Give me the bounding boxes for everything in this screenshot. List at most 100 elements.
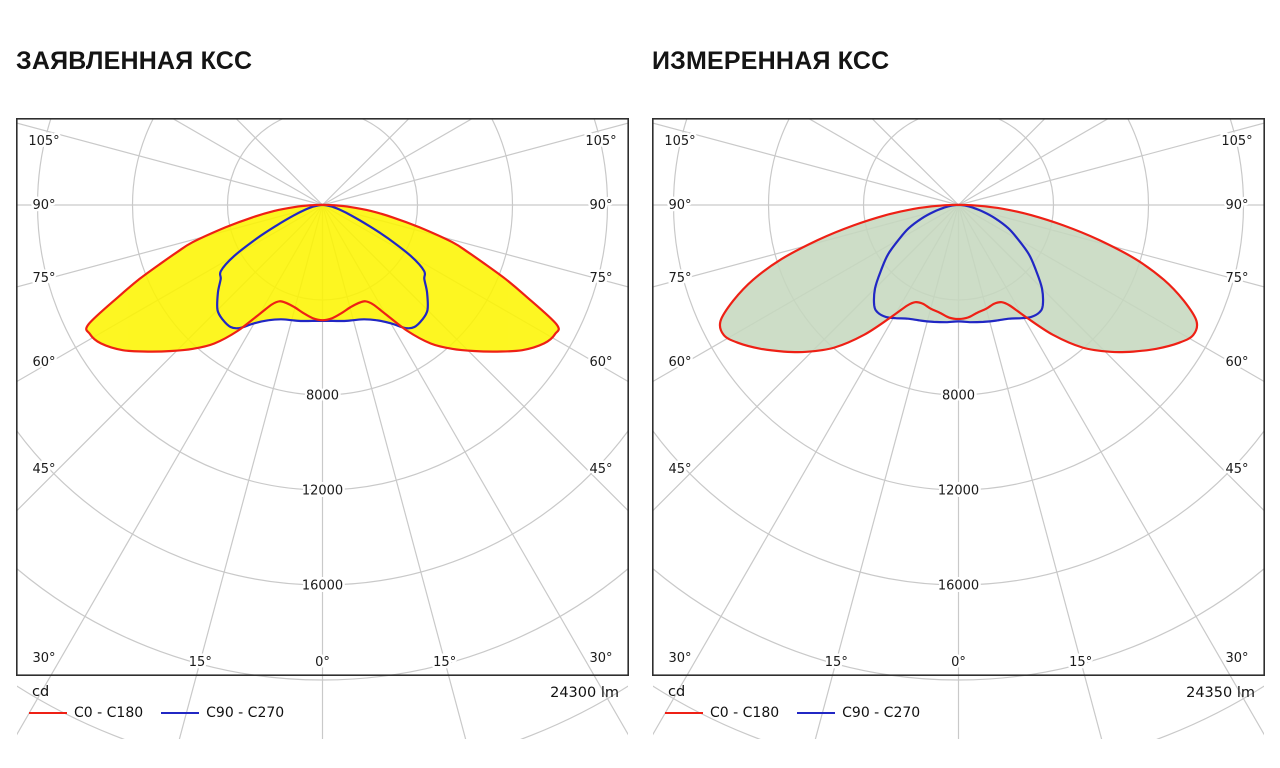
grid-spoke	[322, 204, 628, 288]
curve-c0-c180	[85, 203, 560, 353]
angle-label-right: 90°	[1225, 198, 1248, 213]
angle-label-left: 45°	[668, 462, 691, 477]
grid-spoke	[322, 204, 628, 512]
lumens-value: 24350 lm	[1186, 685, 1255, 701]
angle-label-right: 60°	[1225, 355, 1248, 370]
polar-chart-measured: 8000 12000 16000 105° 105° 90° 90° 75° 75° 60° 60°…	[652, 118, 1265, 739]
grid-spoke	[321, 204, 628, 736]
grid-spoke	[322, 119, 410, 206]
grid-spoke	[17, 204, 324, 736]
grid-spoke	[958, 204, 1264, 383]
grid-spoke	[172, 119, 323, 206]
grid-spoke	[653, 122, 959, 206]
grid-spoke	[871, 119, 959, 206]
angle-label-left: 60°	[668, 355, 691, 370]
legend-line-red-icon	[29, 711, 67, 715]
legend-item-c0-c180: C0 - C180	[29, 705, 143, 721]
legend-label: C0 - C180	[74, 705, 144, 721]
ring-label: 16000	[938, 579, 979, 594]
grid-ring	[862, 119, 1055, 301]
angle-label-left: 105°	[664, 134, 695, 149]
grid-ring	[672, 119, 1245, 491]
angle-label-bottom: 15°	[189, 655, 212, 670]
angle-label-left: 30°	[32, 651, 55, 666]
chart-title-measured: ИЗМЕРЕННАЯ КСС	[652, 47, 890, 75]
grid-spoke	[17, 204, 323, 288]
legend-label: C0 - C180	[710, 705, 780, 721]
panel-border	[16, 118, 629, 677]
angle-label-right: 75°	[589, 271, 612, 286]
legend-item-c90-c270: C90 - C270	[797, 705, 920, 721]
grid-spoke	[653, 204, 959, 288]
grid-ring	[226, 119, 419, 301]
angle-label-left: 75°	[668, 271, 691, 286]
angle-label-right: 60°	[589, 355, 612, 370]
angle-label-bottom: 15°	[433, 655, 456, 670]
grid-ring	[17, 429, 628, 586]
grid-spoke	[957, 204, 1103, 739]
grid-spoke	[322, 119, 473, 206]
angle-label-left: 90°	[32, 198, 55, 213]
angle-label-bottom: 0°	[951, 655, 966, 670]
legend: C0 - C180 C90 - C270	[29, 705, 284, 721]
angle-label-bottom: 15°	[825, 655, 848, 670]
angle-label-right: 45°	[1225, 462, 1248, 477]
grid-spoke	[958, 204, 1264, 288]
grid-spoke	[178, 204, 324, 739]
grid-spoke	[322, 122, 628, 206]
ring-label: 8000	[306, 389, 339, 404]
legend-label: C90 - C270	[206, 705, 285, 721]
panel-border	[652, 118, 1265, 677]
angle-label-right: 45°	[589, 462, 612, 477]
grid-ring	[653, 429, 1264, 586]
grid-spoke	[17, 204, 323, 512]
angle-label-left: 75°	[32, 271, 55, 286]
grid-spoke	[653, 204, 959, 512]
chart-title-declared: ЗАЯВЛЕННАЯ КСС	[16, 47, 253, 75]
grid-ring	[767, 119, 1150, 396]
angle-label-right: 105°	[585, 134, 616, 149]
angle-label-left: 45°	[32, 462, 55, 477]
polar-grid	[17, 119, 628, 739]
grid-ring	[131, 119, 514, 396]
legend-line-blue-icon	[797, 711, 836, 715]
chart-footer-declared: cd 24300 lm C0 - C180 C90 - C270	[16, 682, 629, 738]
angle-label-left: 90°	[668, 198, 691, 213]
angle-label-right: 75°	[1225, 271, 1248, 286]
ring-label: 12000	[938, 484, 979, 499]
angle-label-left: 105°	[28, 134, 59, 149]
legend-line-blue-icon	[161, 711, 200, 715]
grid-spoke	[17, 122, 323, 206]
distribution-fill	[86, 204, 559, 352]
grid-spoke	[653, 204, 960, 736]
polar-grid	[653, 119, 1264, 739]
grid-ring	[17, 685, 628, 739]
grid-spoke	[958, 119, 1109, 206]
unit-label: cd	[668, 684, 686, 700]
curve-c90-c270	[216, 203, 429, 330]
grid-spoke	[235, 119, 323, 206]
curve-c0-c180	[718, 203, 1199, 354]
grid-spoke	[322, 204, 628, 383]
legend-item-c90-c270: C90 - C270	[161, 705, 284, 721]
legend-label: C90 - C270	[842, 705, 921, 721]
grid-ring	[36, 119, 609, 491]
polar-chart-declared: 8000 12000 16000 105° 105° 90° 90° 75° 75° 60° 60°…	[16, 118, 629, 739]
ring-label: 16000	[302, 579, 343, 594]
ring-label: 8000	[942, 389, 975, 404]
curve-c90-c270	[872, 203, 1045, 324]
grid-spoke	[17, 204, 323, 383]
angle-label-right: 90°	[589, 198, 612, 213]
angle-label-left: 60°	[32, 355, 55, 370]
lumens-value: 24300 lm	[550, 685, 619, 701]
angle-label-bottom: 15°	[1069, 655, 1092, 670]
ring-label: 12000	[302, 484, 343, 499]
grid-spoke	[957, 204, 1264, 736]
grid-spoke	[958, 204, 1264, 512]
grid-ring	[653, 685, 1264, 739]
angle-label-left: 30°	[668, 651, 691, 666]
unit-label: cd	[32, 684, 50, 700]
grid-ring	[653, 567, 1264, 681]
grid-spoke	[814, 204, 960, 739]
grid-spoke	[653, 204, 959, 383]
